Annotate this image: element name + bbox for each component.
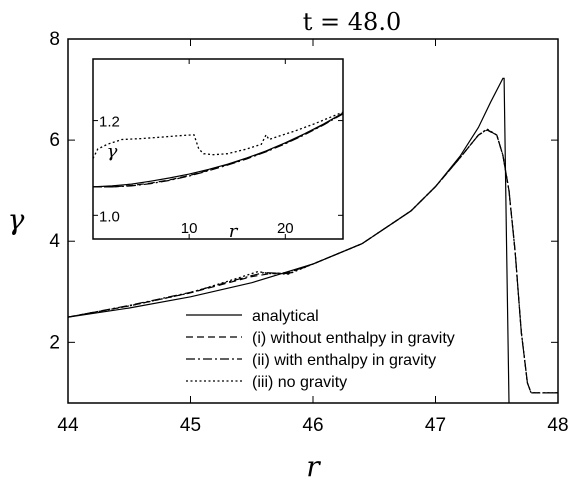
inset-ticks: 10 20 1.0 1.2 [93,59,343,239]
x-axis-label: r [306,450,321,483]
inset-y-tick-label: 1.0 [99,208,120,225]
main-x-tick-label: 45 [180,415,201,436]
inset-series-analytical [93,112,343,188]
main-y-tick-label: 4 [49,231,60,252]
inset-series-iii-no-gravity [93,111,343,159]
legend-label-iii-no-gravity: (iii) no gravity [252,374,347,391]
legend-label-i-without-enthalpy-in-gravity: (i) without enthalpy in gravity [252,330,455,347]
inset-x-tick-label: 10 [181,220,198,237]
legend-label-ii-with-enthalpy-in-gravity: (ii) with enthalpy in gravity [252,352,436,369]
y-axis-label: γ [8,203,25,236]
main-series-iii-no-gravity [68,128,558,394]
main-x-tick-label: 47 [425,415,446,436]
main-y-tick-label: 6 [49,130,60,151]
inset-x-axis-label: r [229,221,239,242]
main-y-tick-label: 8 [49,29,60,50]
main-x-tick-label: 44 [57,415,79,436]
legend-label-analytical: analytical [252,308,319,325]
inset-x-tick-label: 20 [277,220,294,237]
inset-series-ii-with-enthalpy-in-gravity [93,113,343,188]
legend: analytical (i) without enthalpy in gravit… [186,308,455,391]
inset-y-axis-label: γ [107,141,118,162]
main-y-tick-label: 2 [49,332,60,353]
inset-frame [92,58,344,240]
main-series-ii-with-enthalpy-in-gravity [68,128,558,394]
main-series-group [68,77,558,403]
main-x-tick-label: 46 [302,415,323,436]
inset-y-tick-label: 1.2 [99,114,120,131]
main-x-tick-label: 48 [547,415,568,436]
chart-title: t = 48.0 [303,8,401,36]
inset-series-group [93,111,343,188]
